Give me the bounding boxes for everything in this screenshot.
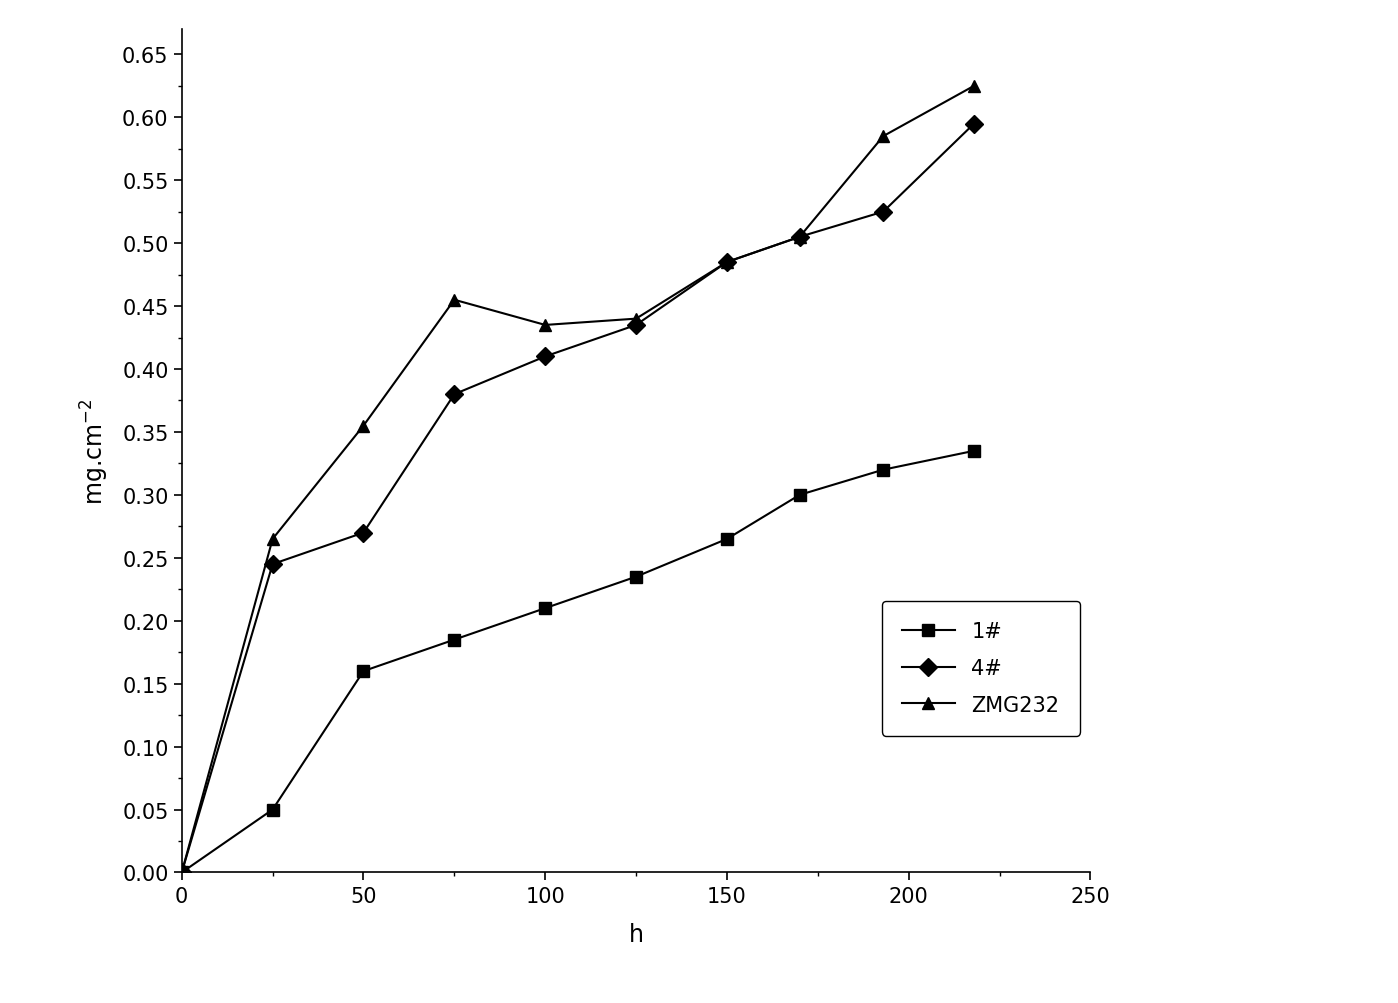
1# xyxy=(355,665,372,677)
1# xyxy=(264,803,281,815)
4# xyxy=(719,257,735,269)
ZMG232 xyxy=(264,534,281,546)
4# xyxy=(966,118,983,130)
Line: ZMG232: ZMG232 xyxy=(176,80,980,879)
ZMG232 xyxy=(628,313,644,325)
1# xyxy=(446,634,463,646)
4# xyxy=(791,232,808,244)
Y-axis label: mg.cm$^{-2}$: mg.cm$^{-2}$ xyxy=(78,398,110,505)
ZMG232 xyxy=(173,867,190,879)
1# xyxy=(719,534,735,546)
ZMG232 xyxy=(966,80,983,92)
1# xyxy=(875,464,892,476)
4# xyxy=(875,207,892,219)
ZMG232 xyxy=(446,295,463,307)
Legend: 1#, 4#, ZMG232: 1#, 4#, ZMG232 xyxy=(882,601,1081,736)
1# xyxy=(173,867,190,879)
ZMG232 xyxy=(875,131,892,143)
ZMG232 xyxy=(355,420,372,432)
4# xyxy=(446,389,463,401)
1# xyxy=(628,571,644,583)
4# xyxy=(628,320,644,332)
Line: 4#: 4# xyxy=(176,118,980,879)
Line: 1#: 1# xyxy=(176,445,980,879)
1# xyxy=(966,445,983,457)
1# xyxy=(791,489,808,502)
4# xyxy=(264,559,281,571)
X-axis label: h: h xyxy=(629,923,643,947)
4# xyxy=(537,351,554,363)
4# xyxy=(173,867,190,879)
4# xyxy=(355,527,372,539)
1# xyxy=(537,603,554,615)
ZMG232 xyxy=(791,232,808,244)
ZMG232 xyxy=(537,320,554,332)
ZMG232 xyxy=(719,257,735,269)
